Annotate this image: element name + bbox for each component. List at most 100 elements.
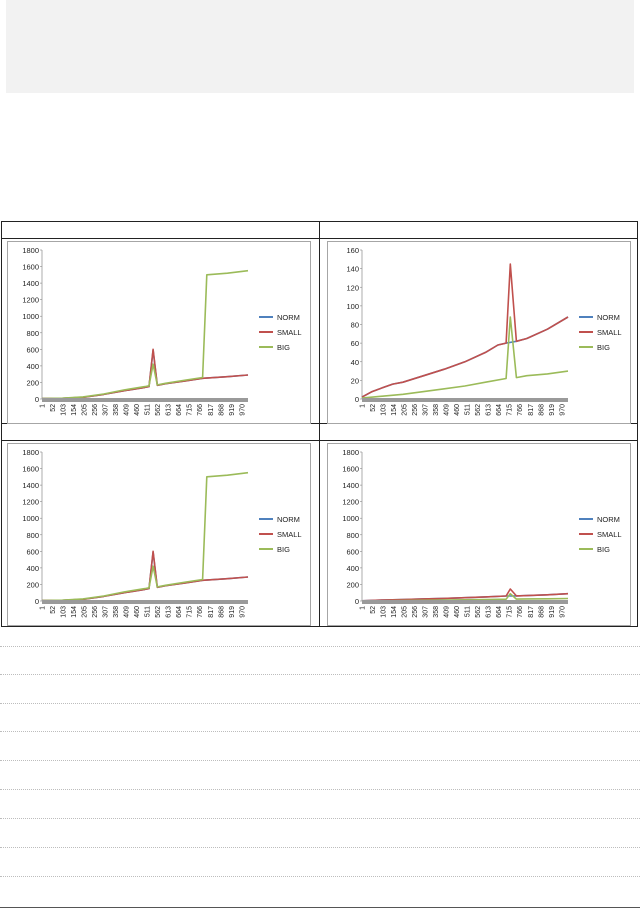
x-tick-label: 511 <box>465 404 472 415</box>
x-tick-label: 868 <box>218 606 225 618</box>
legend-label-small: SMALL <box>277 530 302 539</box>
x-tick-label: 205 <box>402 404 409 416</box>
x-tick-label: 766 <box>197 606 204 618</box>
x-axis <box>42 600 248 604</box>
x-tick-label: 715 <box>187 606 194 618</box>
x-tick-label: 460 <box>454 404 461 416</box>
x-tick-label: 562 <box>155 606 162 618</box>
x-tick-label: 919 <box>229 606 236 618</box>
legend-label-norm: NORM <box>277 515 300 524</box>
x-tick-label: 919 <box>549 404 556 416</box>
x-tick-label: 562 <box>475 404 482 416</box>
series-line-big <box>361 316 569 399</box>
dotted-rule <box>0 703 640 704</box>
x-tick-label: 358 <box>113 404 120 416</box>
legend-label-big: BIG <box>277 545 290 554</box>
y-tick-label: 1200 <box>342 498 359 507</box>
x-tick-label: 460 <box>134 404 141 416</box>
x-tick-label: 970 <box>559 606 566 618</box>
x-tick-label: 868 <box>218 404 225 416</box>
x-tick-label: 358 <box>433 606 440 618</box>
x-tick-label: 715 <box>187 404 194 416</box>
y-tick-label: 1400 <box>22 481 39 490</box>
x-tick-label: 562 <box>475 606 482 618</box>
y-tick-label: 1400 <box>342 481 359 490</box>
y-tick-label: 160 <box>346 246 359 255</box>
chart-4: 0 200 400 600 800 1000 1200 1400 1600 1800 1 52 103 1… <box>342 448 621 618</box>
y-tick-label: 1800 <box>342 448 359 457</box>
y-tick-label: 1000 <box>22 312 39 321</box>
x-tick-label: 613 <box>486 606 493 618</box>
x-tick-label: 919 <box>549 606 556 618</box>
x-tick-label: 664 <box>176 404 183 416</box>
x-tick-label: 307 <box>423 404 430 416</box>
y-tick-label: 200 <box>346 580 359 589</box>
y-tick-label: 1800 <box>22 246 39 255</box>
x-tick-label: 970 <box>239 606 246 618</box>
chart-panel-3: 0 200 400 600 800 1000 1200 1400 1600 1800 1 52 103 1… <box>7 443 311 626</box>
dotted-rule <box>0 646 640 647</box>
chart-panel-1: 0 200 400 600 800 1000 1200 1400 1600 1800 1 52 103 1… <box>7 241 311 424</box>
x-tick-label: 970 <box>239 404 246 416</box>
y-tick-label: 400 <box>346 564 359 573</box>
chart-1: 0 200 400 600 800 1000 1200 1400 1600 1800 1 52 103 1… <box>22 246 302 416</box>
chart-3: 0 200 400 600 800 1000 1200 1400 1600 1800 1 52 103 1… <box>22 448 302 618</box>
x-tick-label: 256 <box>412 606 419 618</box>
x-tick-label: 103 <box>61 606 68 618</box>
x-tick-label: 358 <box>113 606 120 618</box>
legend-label-norm: NORM <box>597 313 620 322</box>
legend-label-big: BIG <box>597 545 610 554</box>
x-tick-label: 52 <box>50 404 57 412</box>
y-tick-label: 60 <box>351 339 359 348</box>
x-tick-label: 970 <box>559 404 566 416</box>
series-line-big <box>41 471 249 602</box>
x-tick-label: 409 <box>124 606 131 618</box>
y-tick-label: 100 <box>346 302 359 311</box>
x-tick-label: 1 <box>40 404 47 408</box>
x-tick-label: 460 <box>134 606 141 618</box>
y-tick-label: 1000 <box>342 514 359 523</box>
x-tick-label: 154 <box>391 606 398 618</box>
x-tick-label: 154 <box>391 404 398 416</box>
x-tick-label: 766 <box>197 404 204 416</box>
y-tick-label: 1200 <box>22 498 39 507</box>
x-tick-label: 256 <box>92 404 99 416</box>
x-tick-label: 256 <box>412 404 419 416</box>
legend-label-small: SMALL <box>277 328 302 337</box>
chart-grid-table <box>1 221 638 627</box>
y-tick-label: 200 <box>26 580 39 589</box>
y-tick-label: 200 <box>26 378 39 387</box>
x-tick-label: 103 <box>381 404 388 416</box>
series-line-norm <box>41 551 249 602</box>
x-axis <box>362 600 568 604</box>
y-tick-label: 800 <box>26 531 39 540</box>
x-tick-label: 511 <box>465 606 472 617</box>
x-tick-label: 205 <box>82 606 89 618</box>
y-tick-label: 1200 <box>22 296 39 305</box>
dotted-rule <box>0 760 640 761</box>
series-line-small <box>41 348 249 400</box>
x-tick-label: 613 <box>486 404 493 416</box>
y-tick-label: 0 <box>35 597 39 606</box>
header-banner <box>6 0 634 93</box>
y-tick-label: 0 <box>355 395 359 404</box>
x-tick-label: 715 <box>507 404 514 416</box>
y-tick-label: 600 <box>26 345 39 354</box>
x-tick-label: 511 <box>145 606 152 617</box>
y-tick-label: 600 <box>26 547 39 556</box>
x-tick-label: 409 <box>124 404 131 416</box>
x-axis <box>362 398 568 402</box>
series-line-norm <box>361 316 569 398</box>
x-tick-label: 562 <box>155 404 162 416</box>
x-tick-label: 256 <box>92 606 99 618</box>
dotted-rule <box>0 731 640 732</box>
x-tick-label: 817 <box>528 606 535 618</box>
x-tick-label: 52 <box>50 606 57 614</box>
chart-2: 0 20 40 60 80 100 120 140 160 1 52 103 154 205 256 307 3… <box>346 246 621 416</box>
y-tick-label: 1600 <box>342 465 359 474</box>
series-line-norm <box>41 349 249 400</box>
y-tick-label: 400 <box>26 564 39 573</box>
y-tick-label: 1600 <box>22 263 39 272</box>
legend-label-norm: NORM <box>597 515 620 524</box>
x-tick-label: 817 <box>208 404 215 416</box>
